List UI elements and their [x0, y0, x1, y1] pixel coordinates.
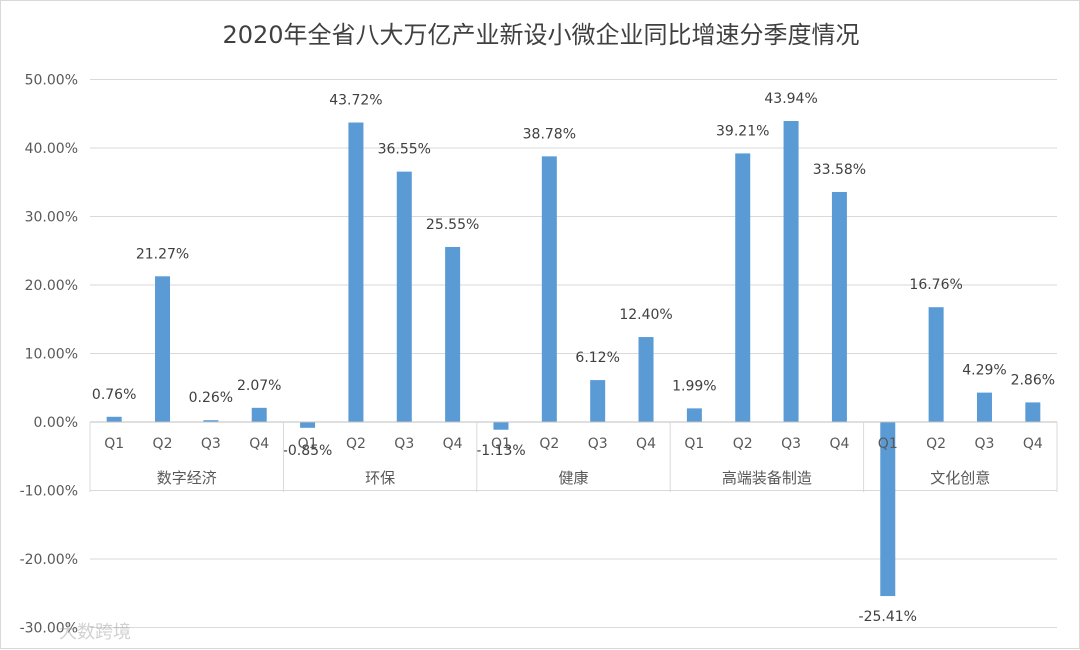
x-tick-label: Q4	[249, 436, 269, 452]
bar	[1025, 402, 1041, 422]
data-label: 0.76%	[92, 387, 136, 403]
data-label: -1.13%	[476, 443, 526, 459]
x-tick-label: Q1	[104, 436, 124, 452]
x-tick-label: Q4	[636, 436, 656, 452]
data-label: 25.55%	[426, 217, 479, 233]
x-tick-label: Q4	[443, 436, 463, 452]
x-tick-label: Q2	[539, 436, 559, 452]
data-label: 4.29%	[962, 363, 1006, 379]
gridlines	[90, 79, 1057, 628]
group-label: 高端装备制造	[722, 469, 812, 487]
x-tick-label: Q3	[975, 436, 995, 452]
group-label: 数字经济	[157, 469, 217, 487]
data-label: 39.21%	[716, 123, 769, 139]
x-tick-label: Q1	[298, 436, 318, 452]
group-label: 文化创意	[930, 469, 990, 487]
bar	[928, 307, 944, 422]
bar	[348, 122, 364, 422]
bar	[686, 408, 702, 422]
chart-title: 2020年全省八大万亿产业新设小微企业同比增速分季度情况	[222, 21, 859, 49]
x-tick-label: Q3	[588, 436, 608, 452]
y-tick-label: 20.00%	[25, 278, 78, 294]
y-tick-label: 50.00%	[25, 73, 78, 89]
x-tick-label: Q4	[829, 436, 849, 452]
bar	[831, 191, 847, 422]
bar	[590, 380, 606, 422]
y-tick-label: 10.00%	[25, 347, 78, 363]
x-axis: Q1 Q2 Q3 Q4 数字经济 Q1 Q2 Q3 Q4 环保 Q1 Q2 Q3 Q4 健康 Q1 Q2 Q3 Q4…	[89, 421, 1058, 492]
x-tick-label: Q2	[926, 436, 946, 452]
data-label: 33.58%	[813, 162, 866, 178]
y-tick-label: -30.00%	[20, 621, 78, 637]
y-axis-ticks: 50.00% 40.00% 30.00% 20.00% 10.00% 0.00% -10.0…	[20, 73, 78, 637]
data-label: 21.27%	[136, 246, 189, 262]
x-tick-label: Q2	[346, 436, 366, 452]
bar	[155, 276, 171, 422]
y-tick-label: -20.00%	[20, 552, 78, 568]
bar	[106, 416, 122, 422]
data-label: 2.07%	[237, 378, 281, 394]
x-tick-label: Q4	[1023, 436, 1043, 452]
bar	[541, 156, 557, 422]
data-label: 0.26%	[189, 390, 233, 406]
y-tick-label: 30.00%	[25, 210, 78, 226]
x-tick-label: Q2	[733, 436, 753, 452]
data-label: -0.85%	[283, 443, 333, 459]
bar	[783, 121, 799, 423]
bar	[493, 422, 509, 430]
x-tick-label: Q3	[394, 436, 414, 452]
y-tick-label: 0.00%	[34, 415, 78, 431]
data-label: 16.76%	[909, 277, 962, 293]
bars	[106, 121, 1041, 597]
x-tick-label: Q1	[491, 436, 511, 452]
y-tick-label: -10.00%	[20, 484, 78, 500]
x-tick-label: Q2	[153, 436, 173, 452]
watermark-text: 大数跨境	[59, 622, 131, 643]
bar	[203, 420, 219, 422]
data-label: 43.72%	[329, 93, 382, 109]
bar	[300, 422, 316, 428]
group-label: 环保	[365, 469, 395, 487]
x-tick-label: Q1	[684, 436, 704, 452]
bar	[976, 392, 992, 422]
data-labels: 0.76% 21.27% 0.26%2.07% -0.85% 43.72% 36.55% 2…	[92, 91, 1055, 625]
data-label: 36.55%	[378, 142, 431, 158]
bar	[396, 171, 412, 422]
bar	[445, 246, 461, 422]
bar	[638, 337, 654, 422]
x-tick-label: Q3	[781, 436, 801, 452]
x-tick-label: Q3	[201, 436, 221, 452]
data-label: 1.99%	[672, 378, 716, 394]
data-label: 43.94%	[764, 91, 817, 107]
data-label: 12.40%	[619, 307, 672, 323]
group-label: 健康	[558, 469, 588, 487]
x-tick-label: Q1	[878, 436, 898, 452]
bar	[735, 153, 751, 422]
data-label: 2.86%	[1011, 372, 1055, 388]
y-tick-label: 40.00%	[25, 141, 78, 157]
bar	[880, 422, 896, 597]
data-label: 6.12%	[575, 350, 619, 366]
data-label: -25.41%	[859, 609, 917, 625]
bar	[251, 407, 267, 422]
data-label: 38.78%	[523, 126, 576, 142]
